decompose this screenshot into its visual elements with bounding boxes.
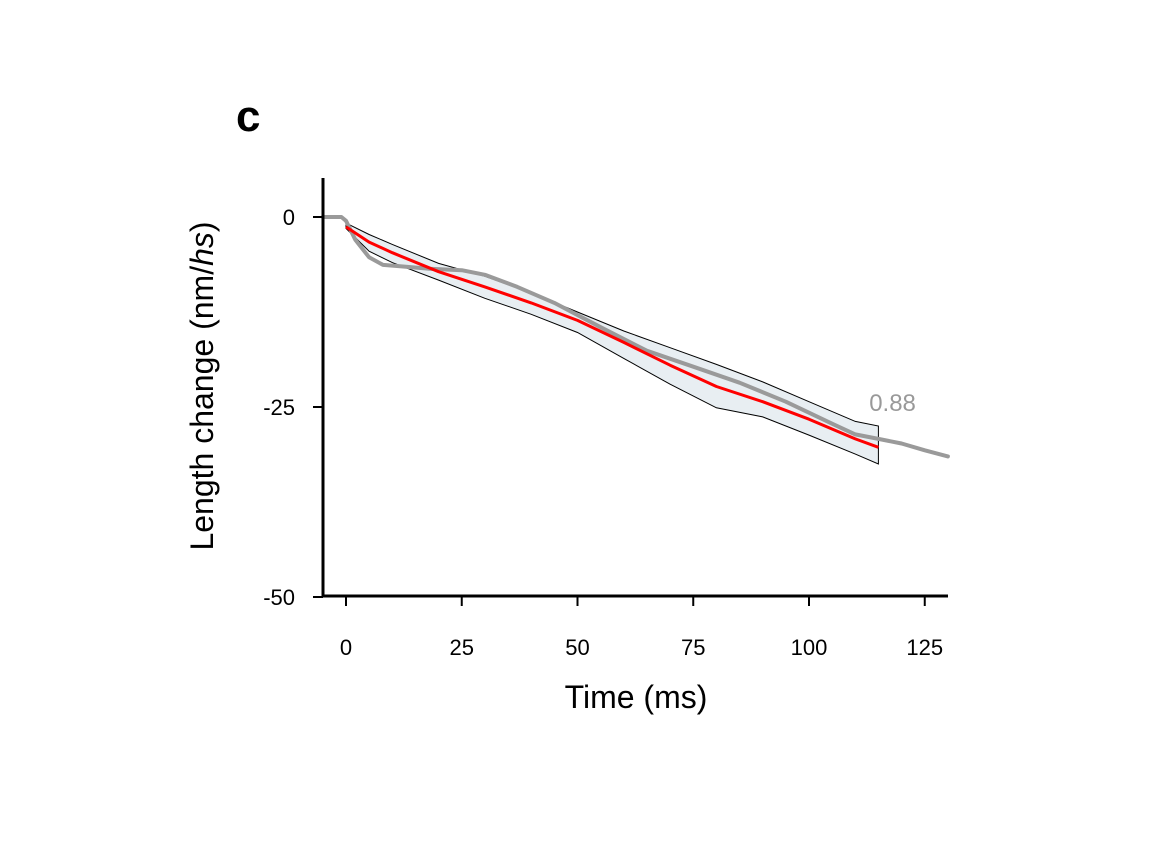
y-axis-title-prefix: Length change (nm/ [184, 266, 220, 551]
x-tick-label: 0 [340, 635, 352, 660]
confidence-band [345, 222, 879, 465]
y-ticks: 0 -25 -50 [263, 205, 323, 610]
fit-line [345, 225, 879, 449]
y-axis-title: Length change (nm/hs) [184, 221, 220, 550]
y-tick-label: -25 [263, 395, 295, 420]
y-tick-label: 0 [283, 205, 295, 230]
x-tick-label: 125 [906, 635, 943, 660]
x-tick-label: 50 [565, 635, 589, 660]
y-axis-title-suffix: ) [184, 221, 220, 232]
x-tick-label: 25 [450, 635, 474, 660]
panel-label: c [236, 92, 261, 141]
measured-trace-line [320, 215, 950, 459]
x-axis-title: Time (ms) [565, 679, 708, 715]
y-tick-label: -50 [263, 585, 295, 610]
y-axis-title-italic: hs [184, 232, 220, 266]
x-tick-label: 75 [681, 635, 705, 660]
x-tick-label: 100 [791, 635, 828, 660]
x-ticks: 0 25 50 75 100 125 [340, 596, 943, 660]
annotation-label: 0.88 [869, 390, 916, 417]
